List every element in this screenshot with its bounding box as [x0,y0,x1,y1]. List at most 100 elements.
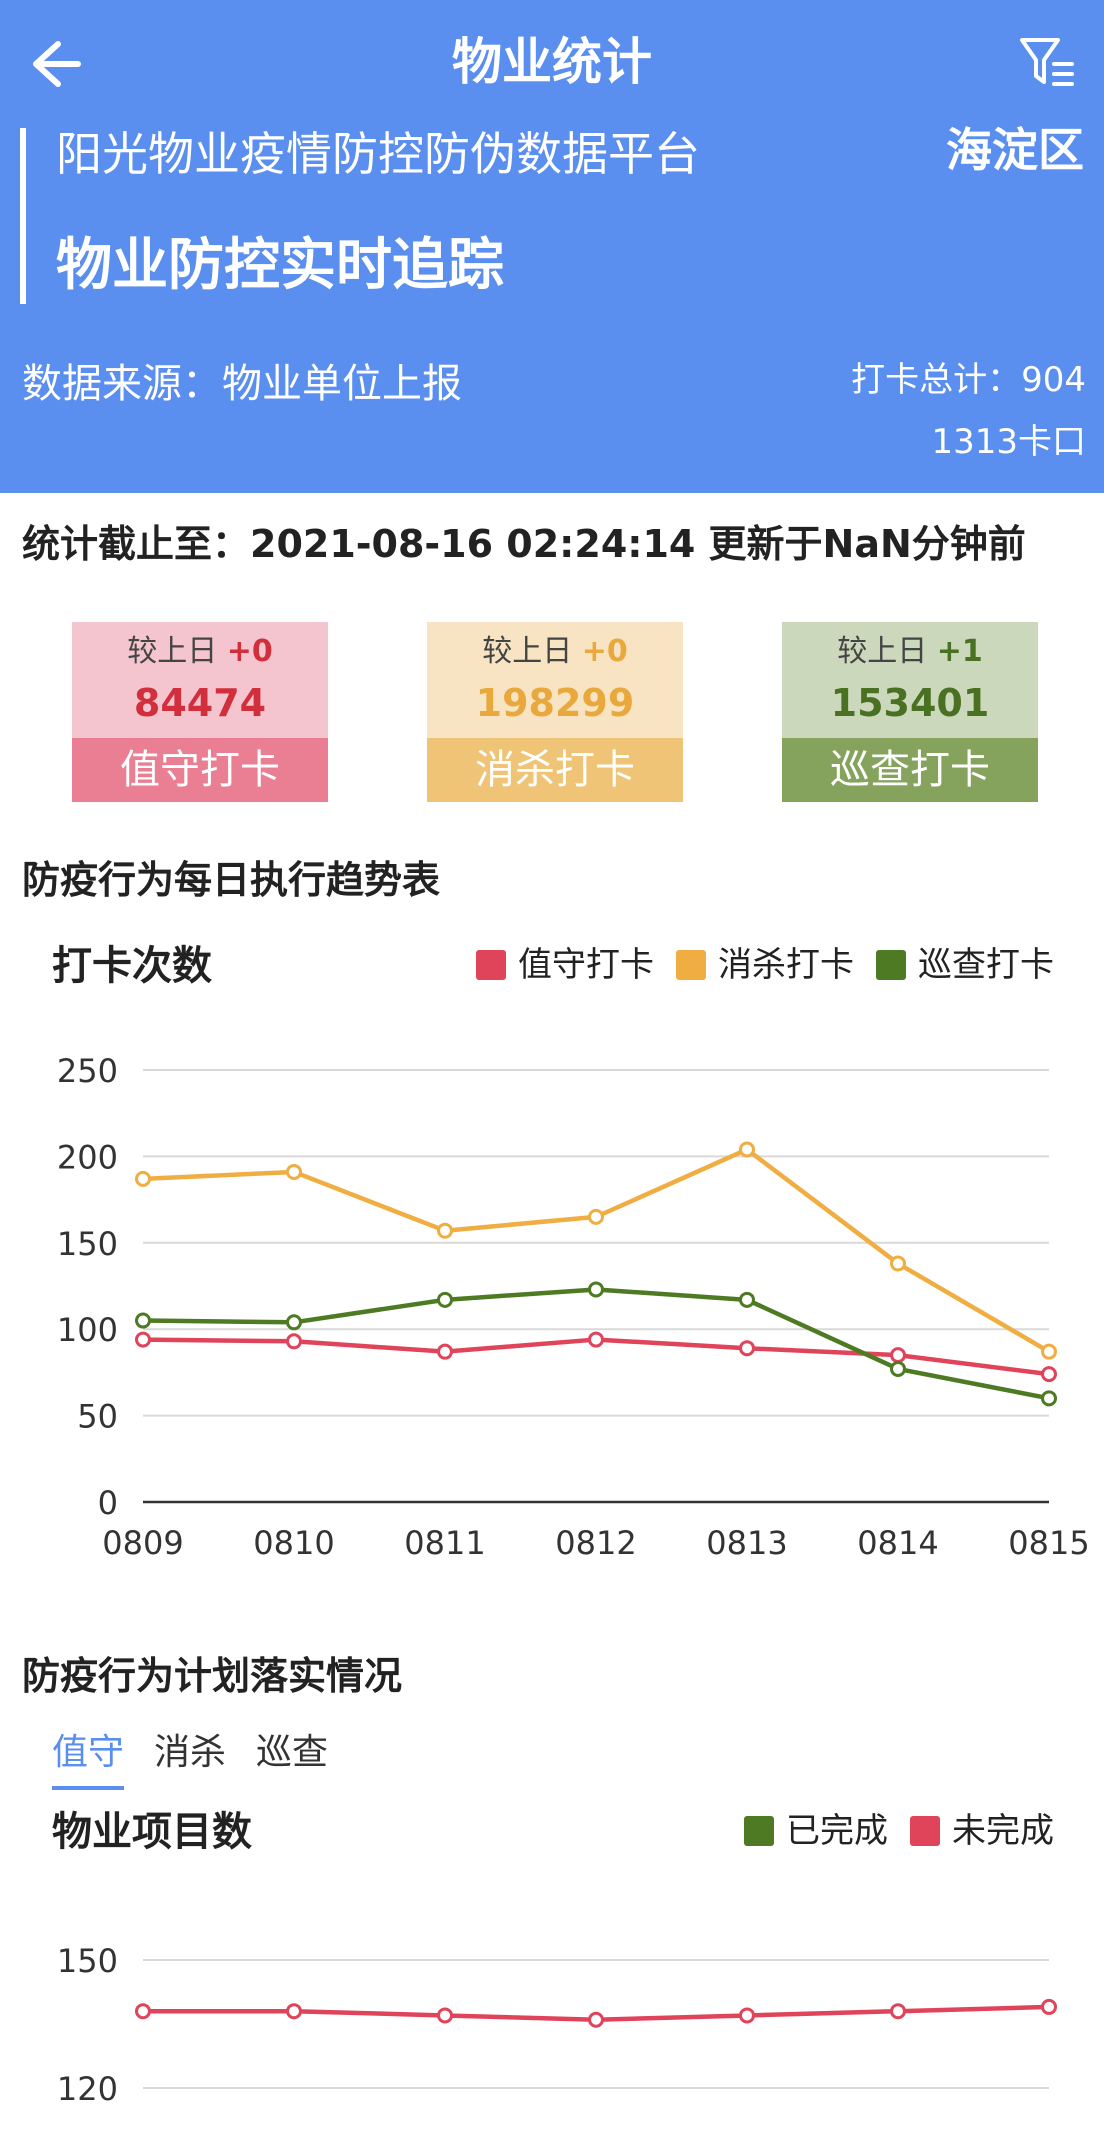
trend-line-chart: 0 50 100 150 200 250 0809 0810 0811 0812 0813 0814 0… [57,1052,1090,1562]
legend-swatch [744,1816,774,1846]
chart2-title: 物业项目数 [52,1809,252,1855]
data-point [588,1208,604,1225]
card-value: 198299 [475,681,635,725]
title-accent-bar [20,128,26,304]
x-tick-label: 0814 [857,1524,938,1562]
chart1-legend: 值守打卡 消杀打卡 巡查打卡 [454,940,1054,990]
card-top: 较上日 +1 153401 [782,622,1038,738]
tab-disinfect[interactable]: 消杀 [154,1732,227,1773]
data-point [437,2007,453,2024]
data-point [1041,1343,1057,1360]
legend-item[interactable]: 消杀打卡 [676,940,854,990]
section-trend-title: 防疫行为每日执行趋势表 [22,858,441,902]
y-tick-label: 120 [57,2070,118,2108]
legend-label: 消杀打卡 [718,945,854,985]
header-subtitle: 物业防控实时追踪 [56,233,504,298]
card-compare: 较上日 +0 [482,634,628,669]
data-point [890,1347,906,1364]
card-compare: 较上日 +1 [837,634,983,669]
data-point [588,1331,604,1348]
card-value: 84474 [133,681,267,725]
y-tick-label: 150 [57,1225,118,1263]
data-point [135,1170,151,1187]
card-top: 较上日 +0 84474 [72,622,328,738]
card-delta: +1 [936,634,983,669]
data-point [739,1141,755,1158]
y-tick-label: 100 [57,1311,118,1349]
data-point [437,1291,453,1308]
data-point [286,1333,302,1350]
plan-line-chart: 120 150 [57,1942,1057,2108]
data-point [588,2011,604,2028]
x-tick-label: 0809 [102,1524,183,1562]
data-point [437,1343,453,1360]
data-point [135,2003,151,2020]
legend-swatch [476,950,506,980]
y-tick-label: 150 [57,1942,118,1980]
data-point [739,1291,755,1308]
data-point [437,1222,453,1239]
legend-swatch [910,1816,940,1846]
legend-label: 值守打卡 [518,945,654,985]
legend-label: 巡查打卡 [918,945,1054,985]
data-source: 数据来源：物业单位上报 [22,361,462,407]
card-delta: +0 [581,634,628,669]
data-point [286,1314,302,1331]
data-point [739,1340,755,1357]
data-point [135,1331,151,1348]
card-value: 153401 [830,681,990,725]
data-point [135,1312,151,1329]
checkpoint-count: 1313卡口 [931,422,1086,462]
card-delta: +0 [226,634,273,669]
card-top: 较上日 +0 198299 [427,622,683,738]
district-selector[interactable]: 海淀区 [946,123,1084,177]
platform-name: 阳光物业疫情防控防伪数据平台 [56,127,700,181]
data-point [890,2003,906,2020]
x-tick-label: 0811 [404,1524,485,1562]
legend-item[interactable]: 未完成 [910,1806,1054,1856]
header-panel: 物业统计 阳光物业疫情防控防伪数据平台 海淀区 物业防控实时追踪 数据来源：物业… [0,0,1104,493]
data-point [1041,1366,1057,1383]
card-label: 值守打卡 [72,738,328,802]
data-point [739,2007,755,2024]
data-point [286,1163,302,1180]
data-point [890,1255,906,1272]
legend-label: 未完成 [952,1811,1054,1851]
card-patrol[interactable]: 较上日 +1 153401 巡查打卡 [782,622,1038,802]
y-tick-label: 200 [57,1138,118,1176]
card-duty[interactable]: 较上日 +0 84474 值守打卡 [72,622,328,802]
chart1-title: 打卡次数 [52,943,212,989]
back-arrow-icon[interactable] [28,38,84,90]
legend-label: 已完成 [786,1811,888,1851]
page-title: 物业统计 [452,33,652,91]
chart2-legend: 已完成 未完成 [722,1806,1054,1856]
legend-item[interactable]: 值守打卡 [476,940,654,990]
x-tick-label: 0813 [706,1524,787,1562]
legend-item[interactable]: 巡查打卡 [876,940,1054,990]
card-disinfect[interactable]: 较上日 +0 198299 消杀打卡 [427,622,683,802]
filter-icon[interactable] [1018,34,1076,90]
plan-tabs: 值守 消杀 巡查 [52,1726,358,1790]
x-tick-label: 0815 [1008,1524,1089,1562]
legend-swatch [876,950,906,980]
data-point [286,2003,302,2020]
y-tick-label: 250 [57,1052,118,1090]
legend-item[interactable]: 已完成 [744,1806,888,1856]
data-point [588,1281,604,1298]
tab-duty[interactable]: 值守 [52,1726,125,1790]
tab-patrol[interactable]: 巡查 [256,1732,329,1773]
x-tick-label: 0810 [253,1524,334,1562]
update-timestamp: 统计截止至：2021-08-16 02:24:14 更新于NaN分钟前 [22,522,1026,566]
x-tick-label: 0812 [555,1524,636,1562]
legend-swatch [676,950,706,980]
card-label: 消杀打卡 [427,738,683,802]
data-point [890,1360,906,1377]
card-label: 巡查打卡 [782,738,1038,802]
data-point [1041,1390,1057,1407]
data-point [1041,1998,1057,2015]
y-tick-label: 50 [77,1398,118,1436]
section-plan-title: 防疫行为计划落实情况 [22,1654,403,1698]
y-tick-label: 0 [98,1484,118,1522]
checkin-total: 打卡总计：904 [851,360,1086,400]
card-compare: 较上日 +0 [127,634,273,669]
